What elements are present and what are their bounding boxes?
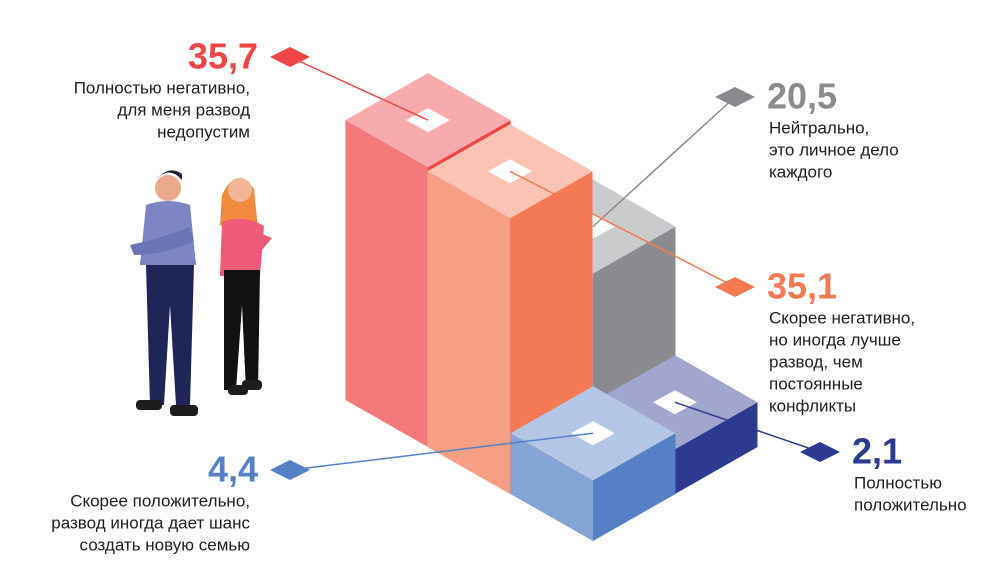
connector xyxy=(289,56,429,121)
label-marker xyxy=(270,460,310,480)
category-label: недопустим xyxy=(157,122,250,141)
label-marker xyxy=(800,442,840,462)
category-label: создать новую семью xyxy=(80,535,251,554)
category-label: это личное дело xyxy=(769,140,899,159)
bar xyxy=(510,386,676,541)
category-label: Полностью негативно, xyxy=(74,78,250,97)
label-marker xyxy=(270,47,310,67)
category-label: Полностью xyxy=(854,473,942,492)
category-label: конфликты xyxy=(769,396,856,415)
bar-left-face xyxy=(510,433,593,541)
value-label: 35,1 xyxy=(767,266,837,307)
category-label: Нейтрально, xyxy=(769,118,869,137)
category-label: Скорее положительно, xyxy=(70,491,250,510)
category-label: для меня развод xyxy=(117,100,250,119)
bar-top-marker xyxy=(406,108,450,133)
category-label: развод, чем xyxy=(769,352,863,371)
category-label: постоянные xyxy=(769,374,863,393)
people-illustration xyxy=(130,170,272,416)
category-label: Скорее негативно, xyxy=(769,308,915,327)
label-marker xyxy=(715,277,755,297)
connector xyxy=(509,170,736,288)
connector xyxy=(289,432,594,471)
bar-right-face xyxy=(675,402,758,494)
category-label: но иногда лучше xyxy=(769,330,901,349)
label-marker xyxy=(715,87,755,107)
value-label: 4,4 xyxy=(208,449,258,490)
bar-right-face xyxy=(593,433,676,541)
connector xyxy=(592,96,736,228)
bar-left-face xyxy=(427,171,510,495)
category-label: каждого xyxy=(769,162,832,181)
value-label: 2,1 xyxy=(852,431,902,472)
connector xyxy=(674,401,821,453)
value-label: 35,7 xyxy=(188,36,258,77)
value-label: 20,5 xyxy=(767,76,837,117)
category-label: развод иногда дает шанс xyxy=(51,513,250,532)
bar-left-face xyxy=(345,120,428,447)
category-label: положительно xyxy=(854,495,967,514)
